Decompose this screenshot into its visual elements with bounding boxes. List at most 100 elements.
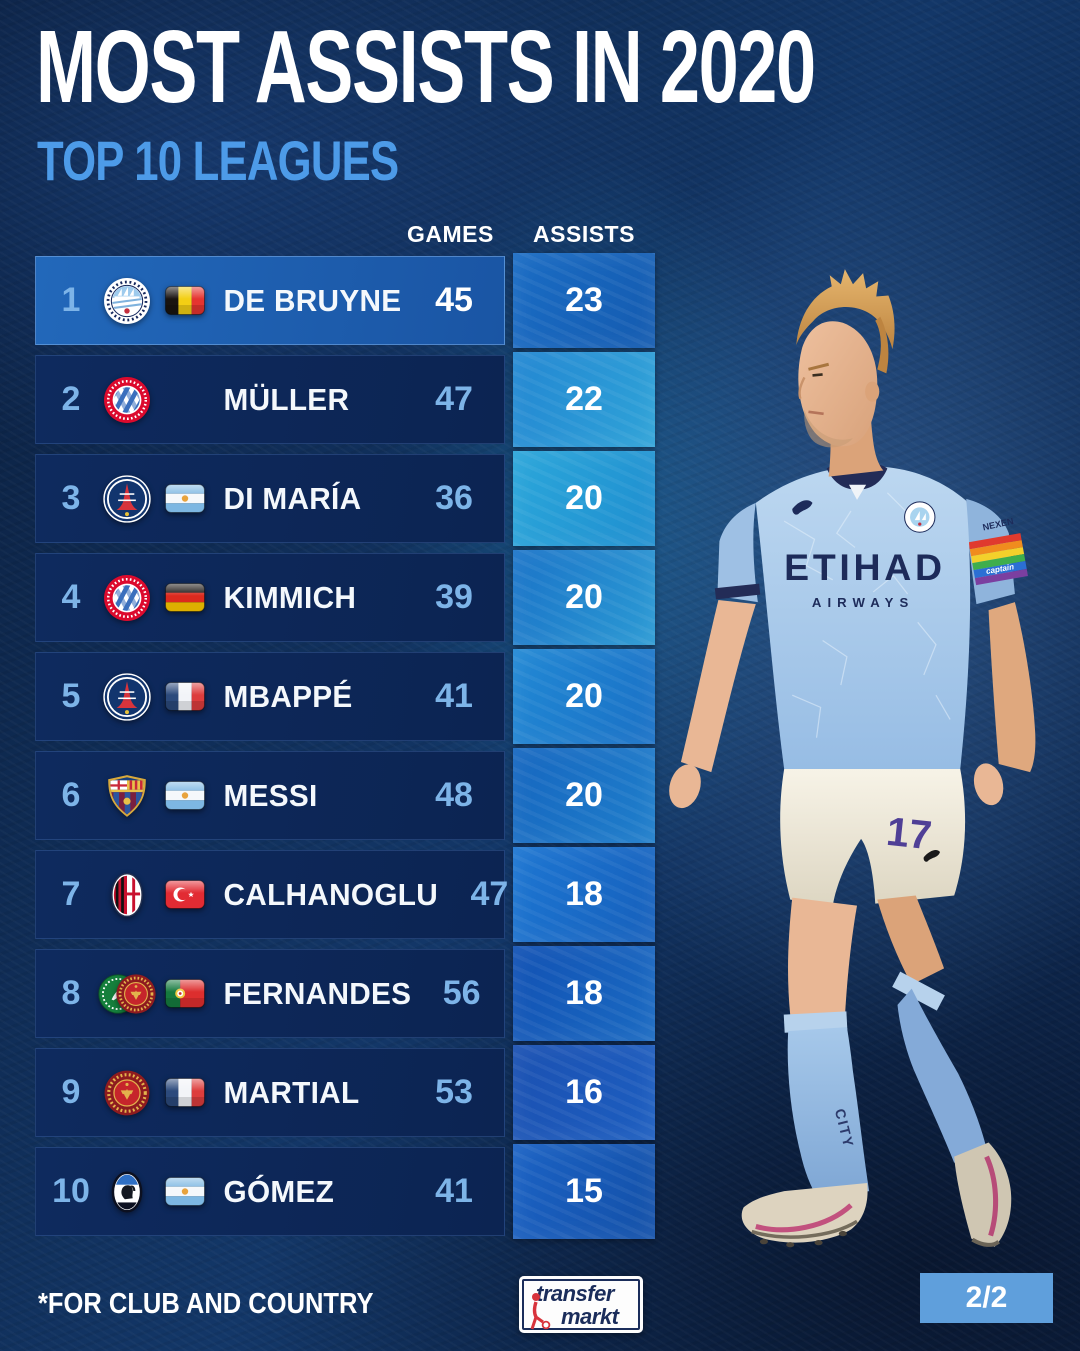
- page-indicator-badge: 2/2: [920, 1273, 1053, 1323]
- rank-label: 7: [61, 875, 81, 913]
- table-row: 3 DI MARÍA 36: [35, 454, 505, 543]
- rank-label: 3: [61, 479, 81, 517]
- table-row: 10 GÓMEZ 41: [35, 1147, 505, 1236]
- svg-text:CITY: CITY: [831, 1107, 856, 1150]
- assists-cell: 20: [513, 649, 655, 744]
- assists-value: 20: [565, 776, 603, 814]
- barcelona-crest-icon: [103, 772, 151, 820]
- country-flag-icon: [158, 880, 212, 909]
- rank-label: 5: [61, 677, 81, 715]
- player-name: DE BRUYNE: [223, 282, 402, 318]
- france-flag-icon: [165, 682, 205, 711]
- games-value: 41: [435, 677, 473, 715]
- club-crest-icon: [96, 277, 158, 325]
- svg-text:17: 17: [884, 808, 934, 858]
- player-name: KIMMICH: [223, 579, 357, 615]
- club-crest-icon: [96, 1168, 158, 1216]
- table-row: 6 MESSI 48: [35, 751, 505, 840]
- psg-crest-icon: [103, 475, 151, 523]
- assists-cell: 16: [513, 1045, 655, 1140]
- shirt-club-badge: [904, 501, 936, 533]
- player-name: MESSI: [223, 777, 318, 813]
- transfermarkt-logo: transfer markt: [519, 1276, 643, 1333]
- belgium-flag-icon: [165, 286, 205, 315]
- player-name: GÓMEZ: [223, 1173, 335, 1209]
- manchester-city-crest-icon: [103, 277, 151, 325]
- captain-armband: captain: [968, 533, 1028, 586]
- club-crest-icon: [96, 973, 158, 1015]
- table-row: 7 CALHANOGLU 47: [35, 850, 508, 939]
- games-value: 56: [442, 974, 481, 1012]
- assists-value: 20: [565, 578, 603, 616]
- assists-cell: 18: [513, 847, 655, 942]
- svg-text:captain: captain: [985, 562, 1014, 576]
- club-crest-icon: [96, 772, 158, 820]
- portugal-flag-icon: [165, 979, 205, 1008]
- country-flag-icon: [158, 682, 212, 711]
- column-header-games: GAMES: [407, 221, 494, 247]
- argentina-flag-icon: [165, 1177, 205, 1206]
- assists-value: 18: [565, 875, 603, 913]
- assists-value: 20: [565, 479, 603, 517]
- france-flag-icon: [165, 1078, 205, 1107]
- bayern-munich-crest-icon: [103, 376, 151, 424]
- country-flag-icon: [158, 583, 212, 612]
- player-name: DI MARÍA: [223, 480, 362, 516]
- page-title: MOST ASSISTS IN 2020: [36, 9, 816, 124]
- player-name: CALHANOGLU: [223, 876, 439, 912]
- assists-cell: 20: [513, 451, 655, 546]
- ac-milan-crest-icon: [103, 871, 151, 919]
- assists-value: 16: [565, 1073, 603, 1111]
- rank-label: 10: [52, 1172, 90, 1210]
- table-row: 2 MÜLLER 47: [35, 355, 505, 444]
- player-photo: captain NEXEN ETIHAD AIRWAYS: [630, 258, 1080, 1270]
- club-crest-icon: [96, 574, 158, 622]
- club-crest-icon: [96, 475, 158, 523]
- table-row: 8 FERNANDES 56: [35, 949, 505, 1038]
- svg-text:ETIHAD: ETIHAD: [784, 546, 942, 588]
- games-value: 47: [435, 380, 473, 418]
- assists-value: 23: [565, 281, 603, 319]
- country-flag-icon: [158, 484, 212, 513]
- assists-cell: 18: [513, 946, 655, 1041]
- table-row: 5 MBAPPÉ 41: [35, 652, 505, 741]
- player-name: MBAPPÉ: [223, 678, 353, 714]
- country-flag-icon: [158, 979, 212, 1008]
- club-crest-icon: [96, 673, 158, 721]
- kicker-figure-icon: [530, 1293, 551, 1330]
- page-subtitle: TOP 10 LEAGUES: [37, 129, 399, 192]
- footnote: *FOR CLUB AND COUNTRY: [38, 1288, 374, 1320]
- player-name: FERNANDES: [223, 975, 412, 1011]
- club-crest-icon: [96, 871, 158, 919]
- assists-value: 22: [565, 380, 603, 418]
- column-header-assists: ASSISTS: [533, 221, 635, 247]
- svg-text:AIRWAYS: AIRWAYS: [812, 595, 914, 610]
- games-value: 36: [435, 479, 473, 517]
- rank-label: 2: [61, 380, 81, 418]
- brand-text-line1: transfer: [536, 1281, 614, 1306]
- manchester-united-crest-icon: [103, 1069, 151, 1117]
- assists-cell: 20: [513, 550, 655, 645]
- table-row: 4 KIMMICH 39: [35, 553, 505, 642]
- rank-label: 6: [61, 776, 81, 814]
- argentina-flag-icon: [165, 484, 205, 513]
- germany-flag-icon: [165, 583, 205, 612]
- manchester-united-crest-icon: [115, 973, 157, 1015]
- games-value: 45: [435, 281, 473, 319]
- brand-text-line2: markt: [561, 1304, 619, 1329]
- rank-label: 9: [61, 1073, 81, 1111]
- country-flag-icon: [158, 1078, 212, 1107]
- games-value: 47: [470, 875, 509, 913]
- assists-value: 18: [565, 974, 603, 1012]
- games-value: 48: [435, 776, 473, 814]
- rank-label: 4: [61, 578, 81, 616]
- club-crest-icon: [96, 376, 158, 424]
- country-flag-icon: [158, 1177, 212, 1206]
- table-row: 9 MARTIAL 53: [35, 1048, 505, 1137]
- bayern-munich-crest-icon: [103, 574, 151, 622]
- psg-crest-icon: [103, 673, 151, 721]
- country-flag-icon: [158, 286, 212, 315]
- assists-value: 15: [565, 1172, 603, 1210]
- club-crest-icon: [96, 1069, 158, 1117]
